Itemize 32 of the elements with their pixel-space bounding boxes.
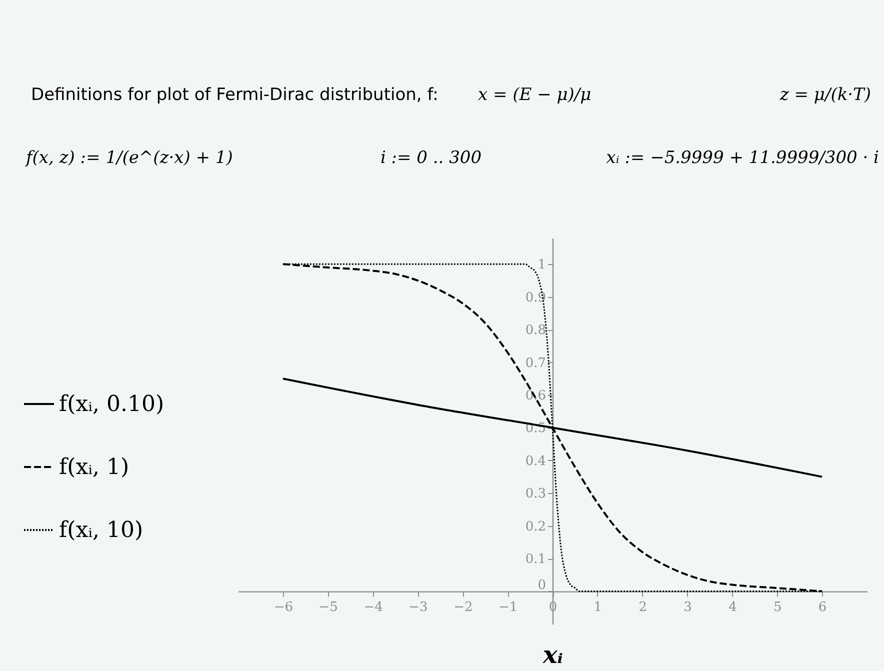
x-tick-label: 1 xyxy=(594,600,602,615)
x-tick-label: −5 xyxy=(318,600,338,615)
text: Definitions for plot of Fermi-Dirac distribution, f: xyxy=(31,85,438,105)
text: z = μ/(k·T) xyxy=(778,85,871,105)
legend-label: f(xᵢ, 0.10) xyxy=(59,392,164,417)
x-tick-label: −2 xyxy=(454,600,473,615)
text: f(x, z) := 1/(e^(z·x) + 1) xyxy=(24,148,233,168)
y-tick-label: 0.7 xyxy=(525,356,546,371)
x-tick-label: 4 xyxy=(728,600,737,615)
x-tick-label: −1 xyxy=(498,600,518,615)
y-tick-label: 0.4 xyxy=(525,454,546,469)
x-tick-label: 5 xyxy=(774,600,782,615)
x-tick-label: −4 xyxy=(364,600,383,615)
x-tick-label: −6 xyxy=(274,600,294,615)
x-tick-label: −3 xyxy=(408,600,428,615)
text: i := 0 .. 300 xyxy=(380,148,482,168)
x-tick-label: 2 xyxy=(638,600,647,615)
legend-label: f(xᵢ, 10) xyxy=(59,518,144,543)
text: xᵢ := −5.9999 + 11.9999/300 · i xyxy=(606,148,879,168)
y-tick-label: 0.1 xyxy=(525,552,546,568)
y-tick-label: 0.3 xyxy=(525,486,546,502)
x-tick-label: 6 xyxy=(818,600,827,615)
y-tick-label: 0 xyxy=(538,578,546,593)
y-tick-label: 0.8 xyxy=(525,323,546,338)
y-tick-label: 0.2 xyxy=(525,519,546,534)
text: x = (E − μ)/μ xyxy=(478,85,592,105)
y-tick-label: 1 xyxy=(538,258,546,273)
y-tick-label: 0.9 xyxy=(525,290,546,306)
x-axis-title: xᵢ xyxy=(542,640,564,669)
legend-label: f(xᵢ, 1) xyxy=(59,455,130,480)
y-tick-label: 0.6 xyxy=(525,388,546,404)
x-tick-label: 3 xyxy=(684,600,692,615)
